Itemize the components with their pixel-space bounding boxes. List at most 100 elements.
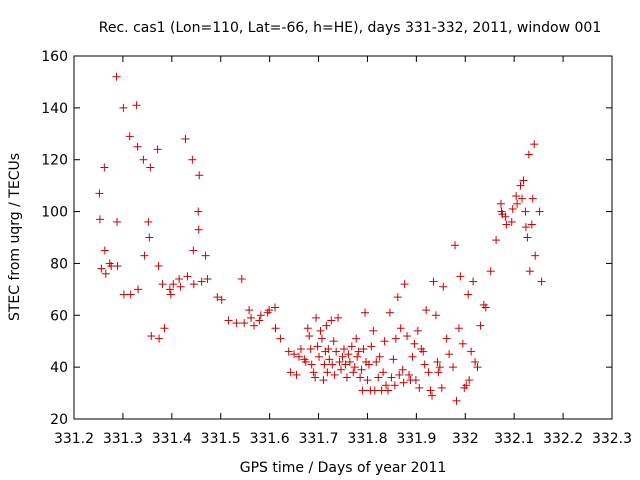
data-point [399, 378, 408, 387]
x-tick-label: 332 [452, 431, 479, 447]
data-point [328, 360, 337, 369]
data-point [140, 251, 149, 260]
data-point [271, 303, 280, 312]
data-point [528, 194, 537, 203]
data-point [449, 363, 458, 372]
data-point [433, 357, 442, 366]
data-point [413, 326, 422, 335]
data-point [513, 199, 522, 208]
data-point [247, 313, 256, 322]
data-point [347, 342, 356, 351]
data-point [327, 316, 336, 325]
data-point [363, 376, 372, 385]
data-point [155, 334, 164, 343]
data-point [521, 207, 530, 216]
data-point [369, 326, 378, 335]
x-tick-label: 331.2 [54, 431, 94, 447]
data-point [396, 324, 405, 333]
data-point [391, 334, 400, 343]
data-point [352, 334, 361, 343]
data-point [160, 324, 169, 333]
data-point [507, 217, 516, 226]
data-point [410, 339, 419, 348]
data-point [486, 267, 495, 276]
data-point [306, 344, 315, 353]
data-point [370, 386, 379, 395]
data-point [213, 293, 222, 302]
data-point [303, 324, 312, 333]
data-point [353, 352, 362, 361]
data-point [527, 220, 536, 229]
data-point [133, 142, 142, 151]
data-point [153, 145, 162, 154]
y-axis-label: STEC from uqrg / TECUs [7, 153, 23, 321]
data-point [317, 334, 326, 343]
data-point [325, 355, 334, 364]
data-point [126, 290, 135, 299]
data-point [284, 347, 293, 356]
x-tick-label: 331.9 [396, 431, 436, 447]
data-point [240, 319, 249, 328]
data-point [301, 357, 310, 366]
data-point [134, 285, 143, 294]
data-point [237, 274, 246, 283]
data-point [481, 303, 490, 312]
x-tick-label: 332.2 [543, 431, 583, 447]
data-point [176, 282, 185, 291]
data-point [194, 225, 203, 234]
data-point [217, 295, 226, 304]
data-point [535, 207, 544, 216]
data-point [383, 386, 392, 395]
data-point [456, 272, 465, 281]
data-point [147, 332, 156, 341]
data-point [359, 344, 368, 353]
data-point [496, 199, 505, 208]
data-point [525, 267, 534, 276]
data-point [245, 306, 254, 315]
x-tick-label: 331.6 [250, 431, 290, 447]
data-point [523, 233, 532, 242]
data-point [358, 386, 367, 395]
data-point [95, 189, 104, 198]
data-point [329, 337, 338, 346]
data-point [95, 215, 104, 224]
data-point [256, 311, 265, 320]
data-point [313, 342, 322, 351]
data-point [400, 280, 409, 289]
data-point [420, 360, 429, 369]
data-point [322, 321, 331, 330]
data-point [197, 277, 206, 286]
data-point [439, 282, 448, 291]
data-point [524, 150, 533, 159]
y-tick-label: 60 [50, 308, 68, 324]
y-tick-label: 160 [41, 49, 68, 65]
data-point [445, 350, 454, 359]
data-point [530, 140, 539, 149]
data-point [165, 285, 174, 294]
data-point [181, 134, 190, 143]
data-point [454, 324, 463, 333]
x-axis-label: GPS time / Days of year 2011 [240, 460, 447, 476]
x-tick-label: 332.1 [494, 431, 534, 447]
x-tick-label: 331.7 [298, 431, 338, 447]
data-point [512, 192, 521, 201]
data-point [424, 368, 433, 377]
y-tick-label: 100 [41, 205, 68, 221]
data-point [426, 386, 435, 395]
data-point [276, 334, 285, 343]
data-point [144, 217, 153, 226]
data-point [319, 376, 328, 385]
plot-frame [73, 55, 613, 420]
data-point [315, 352, 324, 361]
data-point [435, 363, 444, 372]
data-point [437, 383, 446, 392]
data-point [345, 357, 354, 366]
data-point [309, 368, 318, 377]
data-point [473, 363, 482, 372]
data-point [337, 365, 346, 374]
data-point [307, 360, 316, 369]
data-point [323, 368, 332, 377]
data-point [166, 290, 175, 299]
data-point [531, 251, 540, 260]
data-point [339, 344, 348, 353]
